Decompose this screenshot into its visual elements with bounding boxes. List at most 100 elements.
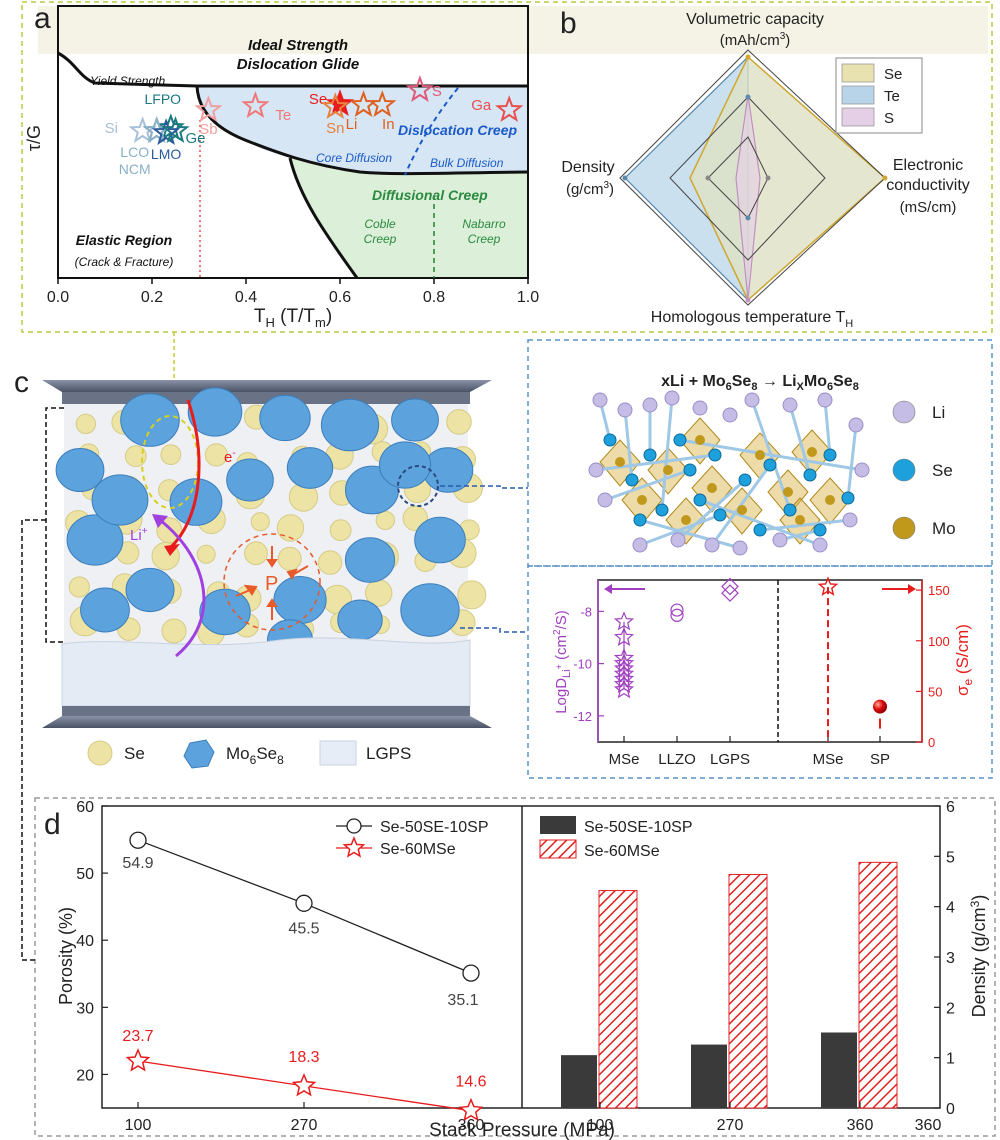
line-x-tick-label: 100	[125, 1117, 152, 1134]
inset-chart	[597, 579, 923, 743]
lgps-layer	[61, 637, 471, 707]
legend-se-particle	[87, 740, 113, 766]
inset-right-tick-label: 50	[928, 684, 942, 699]
radar-chart	[619, 49, 888, 306]
legend-swatch-s	[841, 107, 875, 127]
material-label-ge: Ge	[186, 130, 206, 147]
density-axis-label: Density (g/cm3)	[968, 895, 989, 1018]
li-atom	[772, 532, 788, 548]
se-atom	[753, 523, 767, 537]
se-li-bond	[710, 464, 772, 546]
x-tick-label-a: 0.8	[423, 289, 445, 306]
inset-x-tick-label: MSe	[813, 751, 844, 768]
radar-top-label-1: Volumetric capacity	[686, 11, 824, 28]
density-bar-se50se10sp	[561, 1055, 597, 1108]
material-star-lmo	[151, 118, 181, 146]
dislocation-glide-label: Dislocation Glide	[237, 56, 360, 73]
se-particle	[68, 576, 90, 598]
mo6se8-particle	[120, 393, 180, 447]
legend-label-se50se10sp: Se-50SE-10SP	[380, 819, 489, 836]
mse-conductivity-star	[817, 576, 839, 596]
se-atom	[841, 491, 855, 505]
porosity-value-label: 35.1	[447, 992, 478, 1009]
mo-atom	[695, 435, 705, 445]
llzo-diffusivity-point	[670, 603, 684, 617]
density-tick-label: 2	[946, 1000, 955, 1017]
density-tick-label: 5	[946, 849, 955, 866]
inset-left-tick-label: -10	[573, 657, 592, 672]
cell-legend: Se Mo6Se8 LGPS	[87, 739, 411, 769]
se-atom	[708, 448, 722, 462]
density-bar-se60mse	[598, 890, 638, 1109]
radar-legend-items: Se Te S	[841, 63, 902, 127]
panel-label-c: c	[14, 366, 29, 399]
llzo-diffusivity-point	[670, 608, 684, 622]
mo6se8-particle	[226, 458, 274, 502]
legend-swatch-se	[841, 63, 875, 83]
se-particle	[317, 550, 343, 575]
porosity-value-label: 14.6	[455, 1074, 486, 1091]
bar-x-tick-label-end: 360	[915, 1117, 942, 1134]
se-particle	[124, 445, 147, 468]
x-tick-label-a: 0.0	[47, 289, 69, 306]
material-label-ga: Ga	[471, 97, 492, 114]
crystal-legend-mo-atom	[892, 516, 916, 540]
mo6se8-particle	[55, 448, 105, 492]
core-bulk-divider	[404, 87, 459, 176]
se-particle	[75, 413, 97, 435]
bar-x-tick-label: 100	[587, 1117, 614, 1134]
x-tick-label-a: 0.6	[329, 289, 351, 306]
deformation-map	[57, 5, 529, 279]
inset-frame	[597, 579, 923, 743]
axis-label-tau-g: τ/G	[24, 125, 44, 151]
inset-marks	[613, 576, 887, 742]
crystal-legend-label-se: Se	[932, 461, 953, 480]
se-li-bond	[846, 424, 858, 499]
legend-label-se: Se	[124, 744, 145, 763]
radar-right-label-2: conductivity	[886, 177, 970, 194]
inset-right-axis-label: σe (S/cm)	[953, 624, 975, 696]
inset-x-tick-label: MSe	[609, 751, 640, 768]
pressure-arrows	[235, 546, 309, 620]
inset-chart-frame	[527, 565, 993, 779]
radar-top-label-2: (mAh/cm3)	[720, 31, 791, 49]
left-axis-arrow	[604, 584, 612, 594]
panel-label-a: a	[34, 2, 51, 35]
pressure-label: P	[265, 573, 278, 595]
radar-left-label-1: Density	[561, 159, 614, 176]
mo-atom	[707, 483, 717, 493]
cathode-bracket	[45, 407, 64, 643]
radar-right-label-1: Electronic	[893, 157, 963, 174]
mo-atom	[615, 457, 625, 467]
se-atom	[683, 463, 697, 477]
se-particle	[204, 443, 228, 467]
crystal-frame	[527, 339, 993, 567]
porosity-value-label: 45.5	[288, 920, 319, 937]
stack-pressure-label: Stack Pressure (MPa)	[429, 1120, 615, 1140]
line-x-tick-label: 270	[291, 1117, 318, 1134]
inset-right-tick-label: 0	[928, 735, 935, 750]
material-label-ncm: NCM	[119, 161, 151, 177]
diffusional-creep-region	[290, 158, 527, 278]
se-particle	[276, 514, 305, 542]
se-particle	[457, 580, 487, 610]
legend-marker-se50se10sp	[346, 818, 362, 834]
reaction-equation: xLi + Mo6Se8 → LiXMo6Se8	[661, 373, 859, 393]
li-atom	[722, 407, 738, 423]
se-li-bond	[788, 404, 812, 476]
density-tick-label: 1	[946, 1051, 955, 1068]
bulk-diffusion-label: Bulk Diffusion	[430, 156, 504, 170]
legend-label-se60mse: Se-60MSe	[380, 841, 456, 858]
mo6se8-particle	[91, 474, 149, 526]
radar-left-label-2: (g/cm3)	[566, 180, 614, 198]
se-li-bond	[699, 498, 821, 547]
se-particle	[329, 519, 352, 542]
se-atom	[813, 523, 827, 537]
li-atom	[664, 390, 680, 406]
inset-right-tick-label: 150	[928, 583, 950, 598]
mo-atom	[637, 495, 647, 505]
mo-atom	[755, 450, 765, 460]
crystal-legend: Li Se Mo	[892, 400, 956, 540]
mo6se8-particle	[125, 567, 175, 613]
